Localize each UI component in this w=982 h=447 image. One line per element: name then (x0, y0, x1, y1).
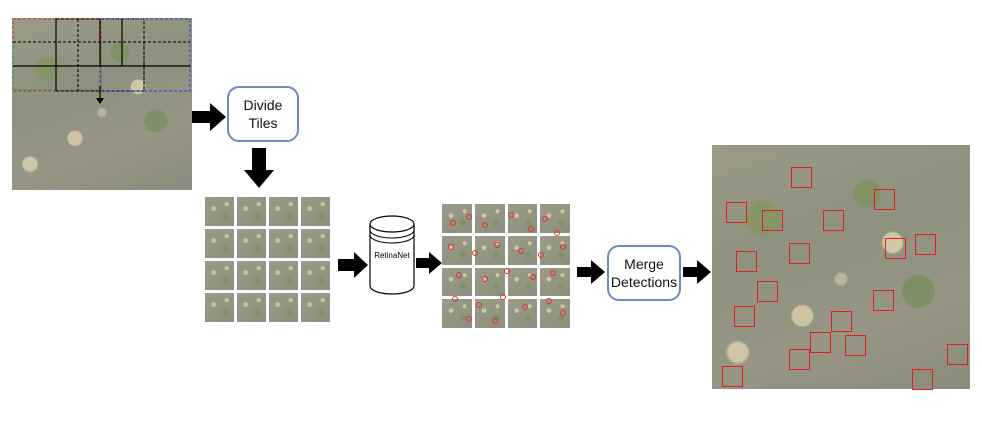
tile-detections (442, 204, 570, 328)
tile (269, 293, 298, 322)
tile (442, 235, 472, 265)
tile (301, 293, 330, 322)
tiles-grid (205, 197, 330, 322)
tile-detection-box (518, 248, 524, 254)
detection-box (789, 243, 810, 264)
tile-detection-box (472, 250, 478, 256)
arrow-right-4 (577, 260, 605, 284)
merge-label-line2: Detections (610, 274, 678, 290)
detection-box (845, 335, 866, 356)
detection-box (823, 210, 844, 231)
tile-detection-box (466, 316, 472, 322)
tile-detection-box (500, 294, 506, 300)
tile-detection-box (456, 272, 462, 278)
tile-detection-box (528, 226, 534, 232)
tile (301, 261, 330, 290)
tile (205, 197, 234, 226)
tile-detection-box (560, 310, 566, 316)
tile-detection-box (492, 318, 498, 324)
detection-box (915, 234, 936, 255)
detection-box (912, 369, 933, 390)
tile-detection-box (546, 298, 552, 304)
detection-box (762, 210, 783, 231)
detection-box (791, 167, 812, 188)
tile (237, 229, 266, 258)
tile (474, 235, 505, 265)
tile-detection-box (466, 214, 472, 220)
detection-box (831, 311, 852, 332)
detection-box (726, 202, 747, 223)
tile (474, 204, 505, 233)
tile (301, 197, 330, 226)
merged-detections (712, 145, 970, 390)
detection-box (736, 251, 757, 272)
tile-detection-box (482, 222, 488, 228)
tile (540, 235, 570, 265)
tiling-overlay (12, 18, 191, 104)
detection-box (789, 349, 810, 370)
divide-tiles-box: Divide Tiles (227, 86, 299, 142)
divide-label-line1: Divide (243, 97, 283, 113)
tile-detection-box (560, 244, 566, 250)
retinanet-model-icon (369, 215, 415, 295)
tile-detection-box (476, 302, 482, 308)
arrow-right-2 (338, 252, 368, 278)
detection-box (874, 189, 895, 210)
tile-detection-box (504, 268, 510, 274)
retinanet-label: RetinaNet (374, 251, 410, 260)
tile-detection-box (508, 212, 514, 218)
divide-label-line2: Tiles (248, 115, 278, 131)
source-image (12, 18, 192, 190)
tile (205, 229, 234, 258)
detection-box (734, 306, 755, 327)
tile-detection-box (452, 296, 458, 302)
tile-detection-box (522, 304, 528, 310)
tile-detection-box (542, 216, 548, 222)
tile (507, 267, 538, 297)
arrow-right-3 (416, 252, 442, 274)
tile (237, 261, 266, 290)
detection-box (947, 344, 968, 365)
tile (474, 267, 505, 297)
merge-label-line1: Merge (624, 256, 664, 272)
tile-detection-box (448, 244, 454, 250)
tile-detection-box (482, 276, 488, 282)
tile (205, 293, 234, 322)
tile (269, 197, 298, 226)
detection-box (722, 366, 743, 387)
detection-box (873, 290, 894, 311)
tile (301, 229, 330, 258)
tile (237, 197, 266, 226)
tile-detection-box (554, 230, 560, 236)
merge-detections-box: Merge Detections (607, 245, 681, 301)
merged-result-image (712, 145, 970, 389)
tile (269, 261, 298, 290)
tile (205, 261, 234, 290)
arrow-down (244, 148, 274, 188)
tile-detection-box (538, 252, 544, 258)
arrow-right-1 (192, 103, 226, 131)
tile (237, 293, 266, 322)
detection-box (885, 238, 906, 259)
detection-box (810, 332, 831, 353)
tile (442, 299, 472, 328)
tile-detection-box (550, 270, 556, 276)
tile-detection-box (530, 274, 536, 280)
arrow-right-5 (683, 260, 711, 284)
detected-tiles-grid (442, 204, 570, 328)
detection-box (757, 281, 778, 302)
tile-detection-box (450, 220, 456, 226)
tile-detection-box (494, 242, 500, 248)
tile (269, 229, 298, 258)
